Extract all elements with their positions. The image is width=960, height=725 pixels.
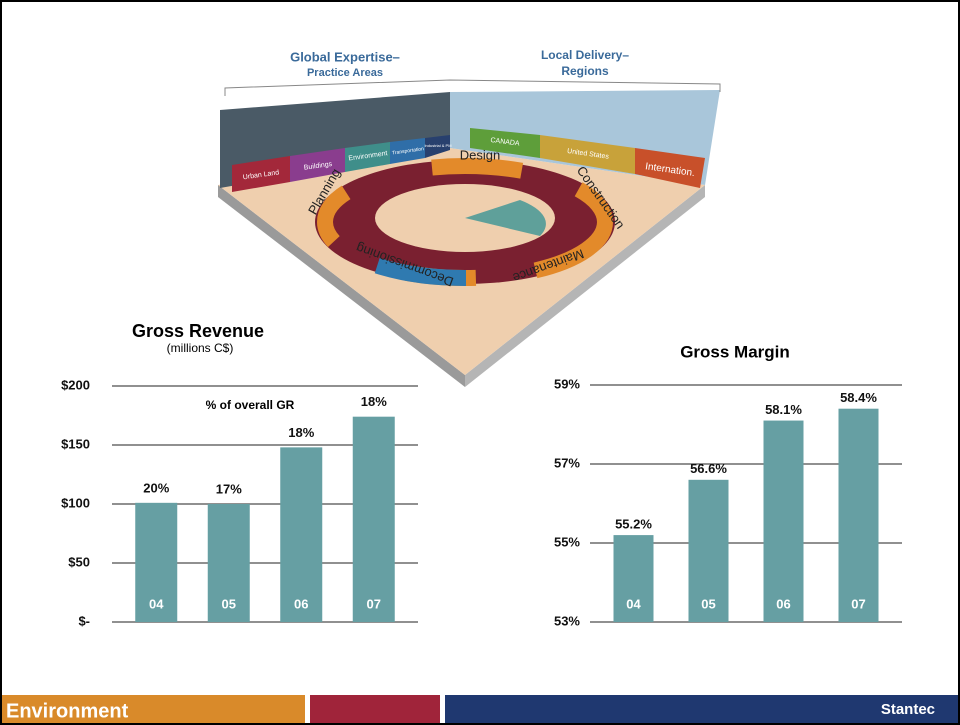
- footer-band: [445, 695, 958, 723]
- x-tick-label: 07: [367, 596, 381, 611]
- chart-subtitle: (millions C$): [167, 341, 234, 355]
- share-label: 18%: [361, 394, 387, 409]
- panel: [470, 128, 540, 158]
- x-tick-label: 04: [626, 596, 641, 611]
- bar: [280, 447, 323, 622]
- lifecycle-label: Design: [460, 147, 500, 162]
- panel: [390, 138, 425, 164]
- heading: Global Expertise–: [290, 49, 400, 64]
- y-tick-label: 53%: [554, 613, 580, 628]
- y-tick-label: $200: [61, 377, 90, 392]
- value-label: 55.2%: [615, 517, 652, 532]
- panel: [345, 142, 390, 172]
- bar: [613, 535, 654, 622]
- y-tick-label: $-: [78, 613, 90, 628]
- chart-title: Gross Revenue: [132, 321, 264, 341]
- brand: Stantec: [881, 701, 935, 718]
- platform-side: [465, 185, 705, 387]
- footer: Environment Stantec: [2, 695, 958, 723]
- chart-title: Gross Margin: [680, 342, 790, 361]
- x-tick-label: 05: [222, 596, 236, 611]
- bar: [135, 502, 178, 622]
- y-tick-label: $50: [68, 554, 90, 569]
- bar: [763, 420, 804, 622]
- y-tick-label: 59%: [554, 376, 580, 391]
- panel-label: Transportation: [392, 146, 425, 156]
- footer-band: [2, 695, 305, 723]
- x-tick-label: 04: [149, 596, 164, 611]
- heading: Practice Areas: [307, 67, 383, 79]
- value-label: 56.6%: [690, 461, 727, 476]
- panel: [540, 135, 635, 174]
- heading: Local Delivery–: [541, 48, 629, 62]
- x-tick-label: 06: [776, 596, 790, 611]
- panel-label: Industrial & PM: [424, 143, 451, 148]
- share-label: 17%: [216, 481, 242, 496]
- y-tick-label: $100: [61, 495, 90, 510]
- bracket: [224, 79, 721, 96]
- panel: [232, 156, 290, 192]
- y-tick-label: 57%: [554, 455, 580, 470]
- panel: [290, 148, 345, 182]
- value-label: 58.4%: [840, 390, 877, 405]
- lifecycle-ring: [317, 158, 613, 286]
- bar: [352, 416, 395, 622]
- x-tick-label: 07: [851, 596, 865, 611]
- share-label: 18%: [288, 425, 314, 440]
- ring-slice: [465, 200, 546, 236]
- heading: Regions: [561, 64, 609, 78]
- platform-side: [218, 185, 465, 387]
- bar: [838, 408, 879, 622]
- panel: [635, 148, 705, 188]
- share-label: 20%: [143, 480, 169, 495]
- panel: [425, 135, 450, 158]
- panel-label: Buildings: [303, 161, 333, 172]
- bar: [688, 479, 729, 622]
- panel-label: CANADA: [490, 137, 520, 148]
- x-tick-label: 05: [701, 596, 715, 611]
- footer-band: [310, 695, 440, 723]
- value-label: 58.1%: [765, 402, 802, 417]
- annotation: % of overall GR: [206, 398, 295, 412]
- x-tick-label: 06: [294, 596, 308, 611]
- diagram: Global Expertise– Practice Areas Local D…: [218, 48, 721, 387]
- footer-section: Environment: [6, 700, 129, 722]
- y-tick-label: 55%: [554, 534, 580, 549]
- y-tick-label: $150: [61, 436, 90, 451]
- bar: [207, 504, 250, 622]
